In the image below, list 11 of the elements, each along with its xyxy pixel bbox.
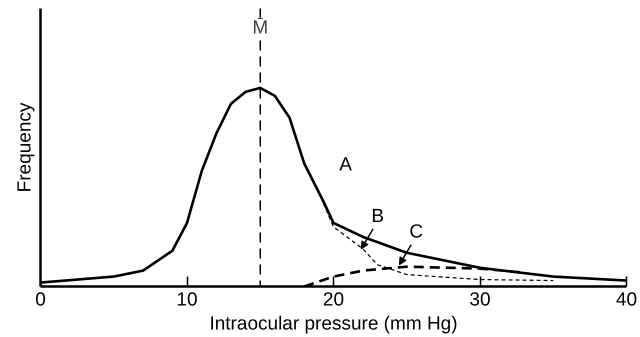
- x-tick-label: 0: [35, 290, 46, 310]
- y-axis-title: Frequency: [14, 102, 36, 192]
- annotation: C: [409, 222, 424, 243]
- x-tick-label: 10: [176, 290, 198, 310]
- annotation: A: [339, 154, 352, 176]
- annotation: B: [371, 206, 384, 227]
- x-tick-label: 20: [322, 290, 344, 310]
- x-tick-label: 40: [616, 290, 638, 310]
- ref-line-label: M̄: [252, 18, 268, 38]
- x-tick-label: 30: [469, 290, 491, 310]
- x-axis-title: Intraocular pressure (mm Hg): [209, 314, 458, 334]
